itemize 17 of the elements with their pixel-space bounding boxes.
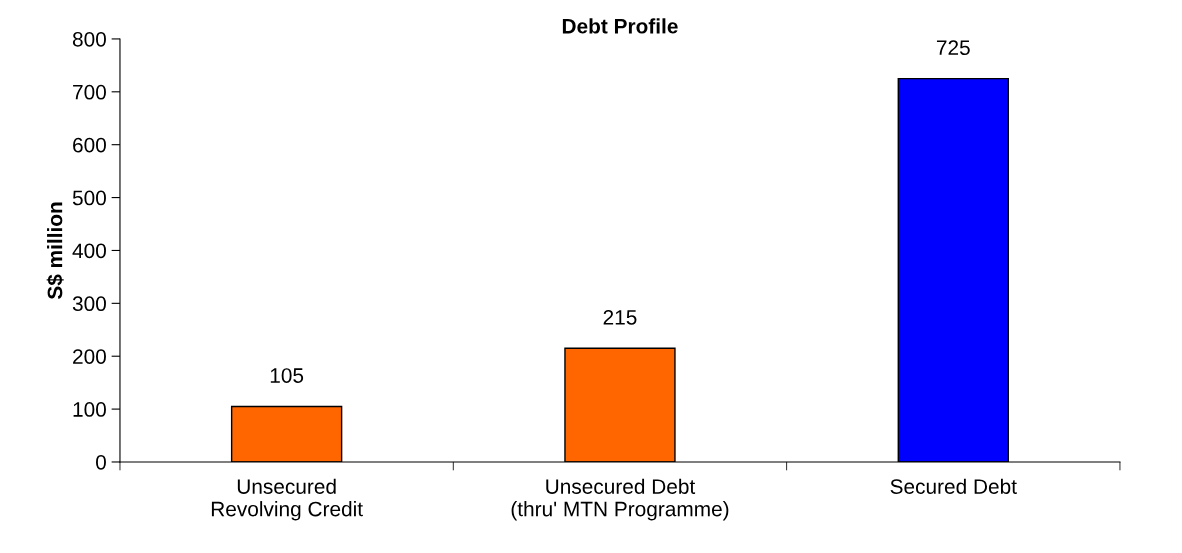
y-tick-label: 400 <box>72 243 106 259</box>
data-label: 215 <box>603 309 637 325</box>
y-tick-label: 100 <box>73 402 106 417</box>
x-tick-label: Unsecured Debt (thru' MTN Programme) <box>511 478 729 521</box>
data-label: 725 <box>936 40 970 56</box>
y-tick-label: 700 <box>73 84 106 100</box>
y-tick-label: 500 <box>72 190 106 206</box>
x-tick-label: Unsecured Revolving Credit <box>211 478 363 521</box>
chart-title: Debt Profile <box>562 18 678 34</box>
x-tick-label: Secured Debt <box>890 478 1017 494</box>
data-label: 105 <box>270 368 304 383</box>
y-tick-label: 600 <box>73 137 106 153</box>
y-axis-title: S$ million <box>46 202 64 300</box>
y-tick-label: 800 <box>72 31 106 47</box>
y-tick-label: 300 <box>72 296 106 312</box>
y-tick-label: 200 <box>73 349 106 364</box>
y-tick-label: 0 <box>96 454 106 470</box>
